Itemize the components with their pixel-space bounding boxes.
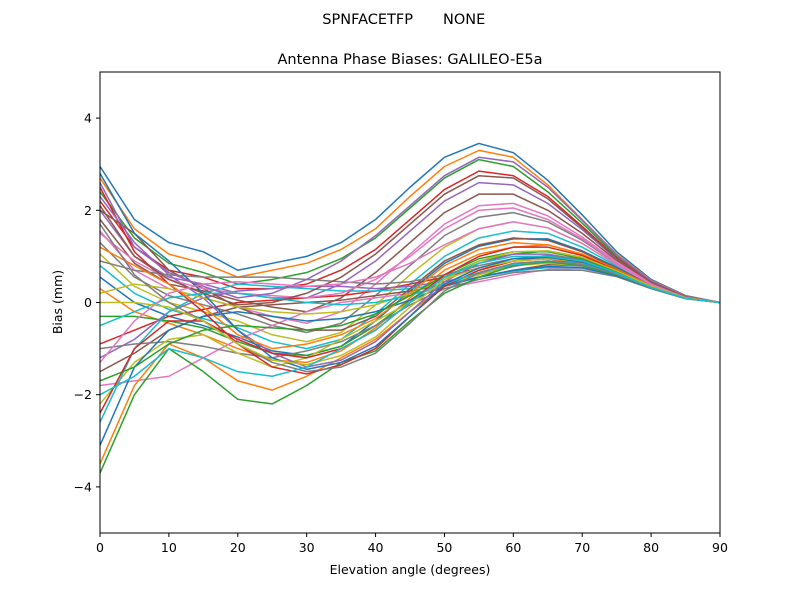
x-axis: 0 10 20 30 40 50 60 70 80 90 [96,533,728,555]
series-line-35 [99,156,721,304]
series-line-32 [99,241,721,350]
series-line-1 [99,142,721,304]
series-line-33 [99,251,721,382]
y-tick-label: 2 [84,203,92,218]
y-tick-label: −2 [74,387,92,402]
y-axis: −4 −2 0 2 4 [74,111,100,494]
x-tick-label: 40 [368,540,384,555]
x-tick-label: 70 [574,540,590,555]
x-tick-label: 90 [712,540,728,555]
suptitle-right: NONE [443,12,485,28]
y-axis-label: Bias (mm) [50,270,65,334]
chart-title: Antenna Phase Biases: GALILEO-E5a [278,52,543,68]
series-line-21 [99,265,721,446]
x-tick-label: 80 [643,540,659,555]
series-line-27 [99,207,721,304]
series-line-36 [99,174,721,306]
x-tick-label: 50 [436,540,452,555]
series-line-37 [99,221,721,363]
series-line-39 [100,250,721,366]
y-tick-label: −4 [74,479,92,494]
series-layer [99,142,721,474]
x-tick-label: 10 [161,540,177,555]
x-tick-label: 30 [299,540,315,555]
x-tick-label: 0 [96,540,104,555]
series-line-40 [99,255,721,396]
series-line-3 [99,158,721,304]
y-tick-label: 0 [84,295,92,310]
x-tick-label: 20 [230,540,246,555]
series-line-6 [99,193,721,313]
y-tick-label: 4 [84,111,92,126]
x-tick-label: 60 [505,540,521,555]
series-line-18 [99,269,721,359]
x-axis-label: Elevation angle (degrees) [330,562,491,577]
suptitle-left: SPNFACETFP [322,12,413,28]
